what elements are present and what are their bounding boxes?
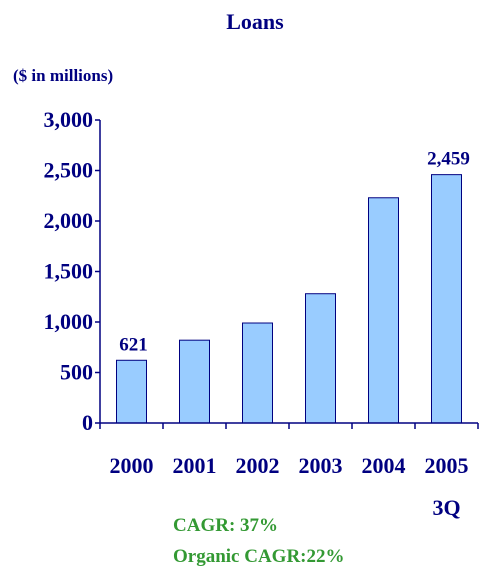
chart-title: Loans xyxy=(226,9,284,34)
y-tick-label: 0 xyxy=(82,410,93,435)
x-tick-label: 2003 xyxy=(299,453,343,478)
y-tick-label: 3,000 xyxy=(44,107,94,132)
x-tick-sublabel: 3Q xyxy=(432,495,460,520)
chart-subtitle: ($ in millions) xyxy=(13,66,113,85)
organic-cagr-note: Organic CAGR:22% xyxy=(173,546,345,567)
x-tick-label: 2002 xyxy=(236,453,280,478)
y-tick-label: 2,500 xyxy=(44,158,94,183)
bar-2002 xyxy=(242,322,273,424)
bar-2003 xyxy=(305,293,336,424)
y-axis: 0 500 1,000 1,500 2,000 2,500 3,000 xyxy=(44,107,101,435)
x-tick-label: 2004 xyxy=(362,453,406,478)
bar-2000 xyxy=(116,359,147,424)
bar-2004 xyxy=(368,197,399,424)
bar-2005 xyxy=(431,174,462,424)
bar-2001 xyxy=(179,339,210,424)
data-label: 2,459 xyxy=(427,149,470,170)
x-axis: 2000 2001 2002 2003 2004 2005 3Q xyxy=(99,422,479,520)
x-tick-label: 2000 xyxy=(110,453,154,478)
x-tick-label: 2005 xyxy=(425,453,469,478)
y-tick-label: 1,000 xyxy=(44,309,94,334)
y-tick-label: 2,000 xyxy=(44,208,94,233)
x-tick-label: 2001 xyxy=(173,453,217,478)
data-label: 621 xyxy=(119,334,148,355)
y-tick-label: 500 xyxy=(60,360,93,385)
bars: 621 2,459 xyxy=(116,149,470,424)
cagr-note: CAGR: 37% xyxy=(173,515,278,536)
y-tick-label: 1,500 xyxy=(44,259,94,284)
